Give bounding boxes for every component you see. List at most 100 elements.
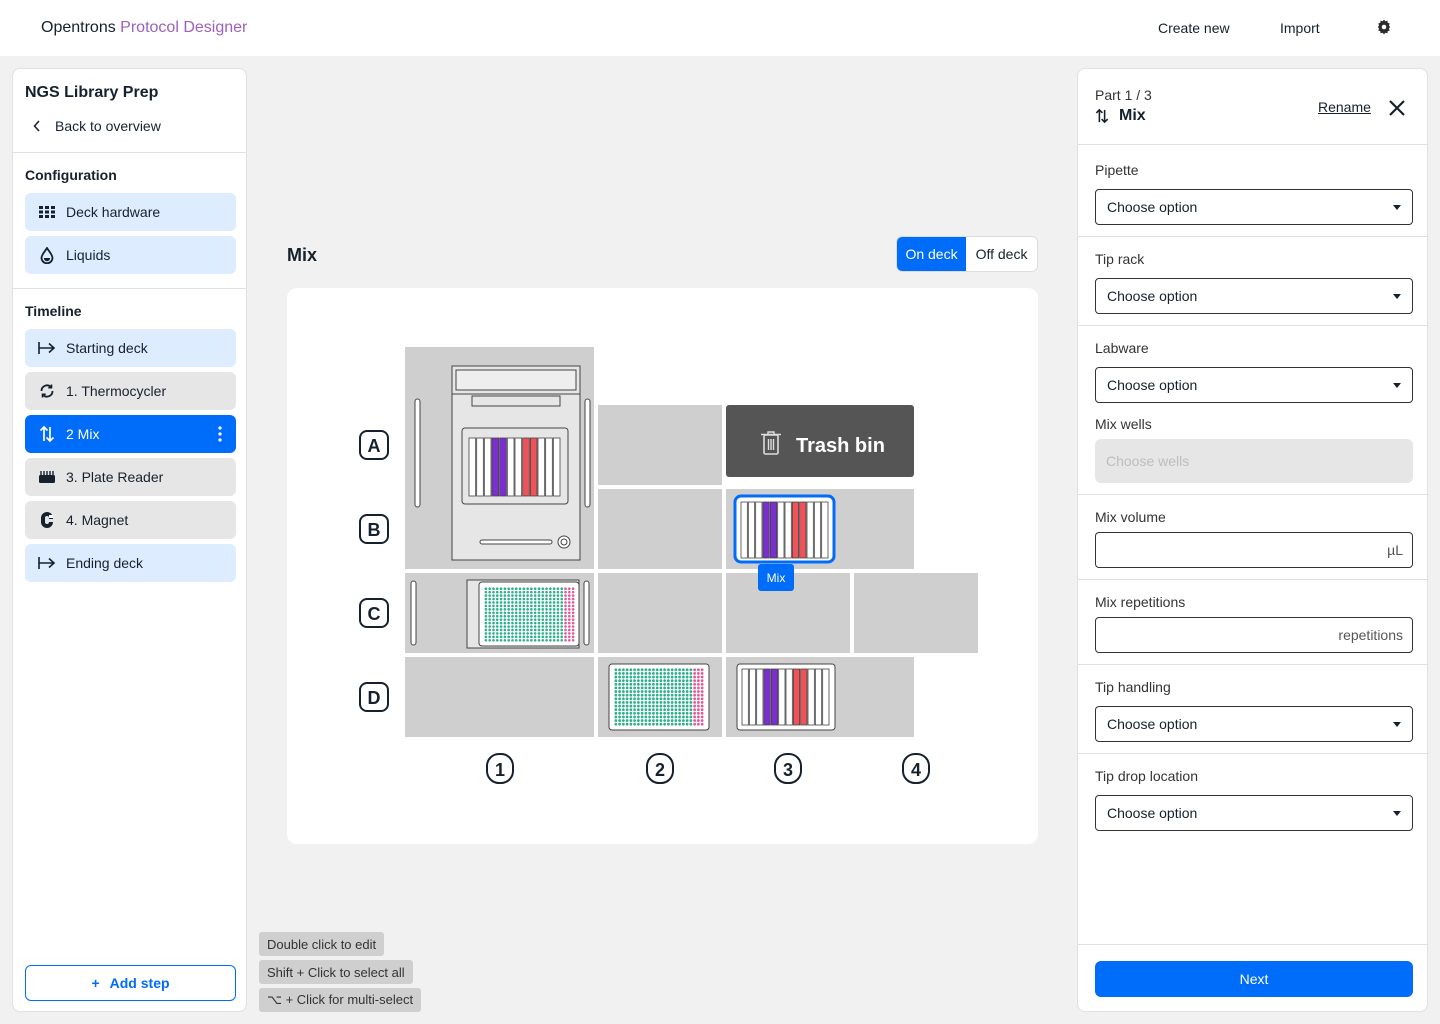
well (511, 608, 514, 611)
well (685, 668, 689, 672)
well (507, 632, 510, 635)
back-to-overview-link[interactable]: Back to overview (33, 118, 161, 134)
well (507, 597, 510, 601)
well (655, 715, 659, 719)
well (651, 672, 655, 675)
well (533, 611, 537, 615)
well (618, 672, 622, 675)
next-button[interactable]: Next (1095, 961, 1413, 997)
off-deck-tab[interactable]: Off deck (975, 246, 1028, 262)
well (696, 697, 700, 701)
reservoir-column (792, 668, 801, 726)
well (488, 638, 491, 642)
well (549, 635, 552, 639)
well (568, 611, 571, 615)
well (522, 621, 526, 625)
well (492, 638, 495, 642)
well (560, 621, 564, 625)
more-options-icon[interactable] (218, 426, 222, 442)
well (488, 587, 491, 591)
well (655, 675, 659, 679)
well (625, 682, 629, 686)
well (514, 594, 518, 597)
rename-link[interactable]: Rename (1318, 99, 1371, 115)
well (549, 587, 552, 591)
well (636, 708, 640, 712)
well (618, 722, 622, 726)
well (488, 608, 491, 611)
add-step-button[interactable]: + Add step (25, 965, 236, 1001)
pipette-select[interactable]: Choose option (1095, 189, 1413, 225)
well (655, 701, 659, 704)
well (511, 628, 514, 632)
well (522, 638, 526, 642)
reservoir-column (778, 668, 786, 726)
well (633, 682, 637, 686)
well (644, 722, 648, 726)
slot-c4[interactable] (854, 573, 978, 653)
well (533, 590, 537, 594)
well (541, 632, 545, 635)
slot-d1[interactable] (405, 657, 594, 737)
column-label-badge (774, 753, 802, 784)
hint-double-click: Double click to edit (259, 932, 385, 956)
close-icon[interactable] (1388, 99, 1406, 117)
timeline-item-magnet[interactable]: 4. Magnet (25, 501, 236, 539)
sidebar-item-deck-hardware[interactable]: Deck hardware (25, 193, 236, 231)
well (644, 708, 648, 712)
well (537, 621, 541, 625)
divider (1078, 494, 1427, 495)
well (495, 611, 499, 615)
slot-b2[interactable] (598, 489, 722, 569)
well (651, 701, 655, 704)
import-link[interactable]: Import (1280, 20, 1320, 36)
slot-a2[interactable] (598, 405, 722, 485)
well (636, 675, 640, 679)
on-deck-tab[interactable]: On deck (897, 237, 967, 271)
well (564, 611, 567, 615)
well (556, 625, 560, 628)
slot-c2[interactable] (598, 573, 722, 653)
well (560, 625, 564, 628)
well (670, 690, 674, 693)
tip-drop-label: Tip drop location (1095, 768, 1198, 784)
well (629, 719, 633, 722)
well (659, 686, 663, 690)
tip-handling-select[interactable]: Choose option (1095, 706, 1413, 742)
create-new-link[interactable]: Create new (1158, 20, 1230, 36)
gear-icon[interactable] (1376, 19, 1392, 35)
well (564, 597, 567, 601)
timeline-item-mix[interactable]: 2 Mix (25, 415, 236, 453)
sidebar-item-liquids[interactable]: Liquids (25, 236, 236, 274)
timeline-item-starting-deck[interactable]: Starting deck (25, 329, 236, 367)
well (681, 690, 685, 693)
well (537, 597, 541, 601)
well (518, 621, 522, 625)
selected-tag (758, 564, 794, 591)
well (663, 708, 667, 712)
well (618, 682, 622, 686)
well (629, 668, 633, 672)
well (625, 690, 629, 693)
tip-rack-select[interactable]: Choose option (1095, 278, 1413, 314)
labware-select[interactable]: Choose option (1095, 367, 1413, 403)
well (541, 608, 545, 611)
mix-repetitions-unit: repetitions (1338, 627, 1403, 643)
mix-volume-input[interactable]: µL (1095, 532, 1413, 568)
timeline-item-plate-reader[interactable]: 3. Plate Reader (25, 458, 236, 496)
well (499, 625, 503, 628)
mix-repetitions-input[interactable]: repetitions (1095, 617, 1413, 653)
well (693, 719, 697, 722)
timeline-item-ending-deck[interactable]: Ending deck (25, 544, 236, 582)
well (614, 711, 618, 715)
well (648, 675, 652, 679)
well (614, 708, 618, 712)
well (696, 672, 700, 675)
trash-bin[interactable] (726, 405, 914, 477)
well (663, 679, 667, 683)
timeline-item-thermocycler[interactable]: 1. Thermocycler (25, 372, 236, 410)
tip-drop-select[interactable]: Choose option (1095, 795, 1413, 831)
well (526, 635, 529, 639)
well (556, 604, 560, 608)
well (560, 638, 564, 642)
